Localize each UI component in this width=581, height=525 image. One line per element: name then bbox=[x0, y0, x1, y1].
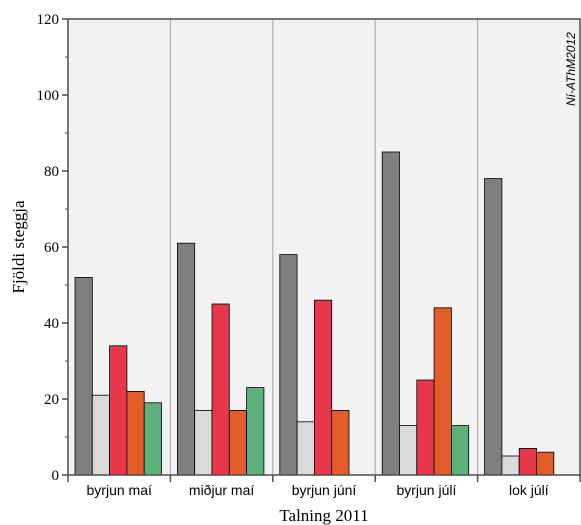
y-tick-label: 100 bbox=[37, 88, 60, 104]
bar bbox=[313, 299, 333, 476]
y-tick-label: 60 bbox=[44, 240, 59, 256]
bar bbox=[331, 409, 350, 476]
y-tick-label: 40 bbox=[44, 316, 59, 332]
y-tick-label: 80 bbox=[44, 164, 59, 180]
x-axis-title: Talning 2011 bbox=[279, 506, 368, 525]
y-axis-title: Fjöldi steggja bbox=[9, 200, 28, 293]
bar bbox=[228, 409, 248, 476]
x-tick-label: byrjun maí bbox=[87, 482, 152, 498]
bar bbox=[501, 455, 520, 476]
bar bbox=[416, 379, 435, 476]
bar bbox=[176, 242, 196, 476]
bar bbox=[194, 409, 213, 476]
bar bbox=[109, 345, 128, 476]
x-tick-label: byrjun júní bbox=[292, 482, 357, 498]
bars bbox=[74, 151, 555, 476]
bar bbox=[143, 402, 162, 476]
bar bbox=[484, 178, 503, 476]
bar bbox=[91, 394, 111, 476]
x-tick-label: byrjun júlí bbox=[396, 482, 456, 498]
y-tick-label: 0 bbox=[52, 468, 60, 484]
bar bbox=[450, 425, 470, 476]
bar bbox=[399, 425, 418, 476]
grid-lines bbox=[169, 19, 479, 475]
source-annotation: Ní-AThM2012 bbox=[564, 32, 578, 106]
y-tick-label: 120 bbox=[37, 12, 60, 28]
x-axis: byrjun maí miðjur maí byrjun júní byrjun jú… bbox=[67, 475, 581, 498]
bar bbox=[536, 451, 555, 476]
y-tick-label: 20 bbox=[44, 392, 59, 408]
y-axis: 0 20 40 60 80 100 120 bbox=[37, 12, 68, 484]
bar bbox=[518, 447, 537, 476]
bar bbox=[246, 387, 265, 476]
bar bbox=[279, 254, 298, 476]
x-tick-label: lok júlí bbox=[509, 482, 549, 498]
bar bbox=[381, 151, 400, 476]
x-tick-label: miðjur maí bbox=[189, 482, 254, 498]
bar bbox=[126, 390, 145, 476]
bar bbox=[296, 421, 315, 476]
bar bbox=[211, 303, 230, 476]
bar bbox=[433, 307, 452, 476]
bar bbox=[74, 276, 93, 476]
